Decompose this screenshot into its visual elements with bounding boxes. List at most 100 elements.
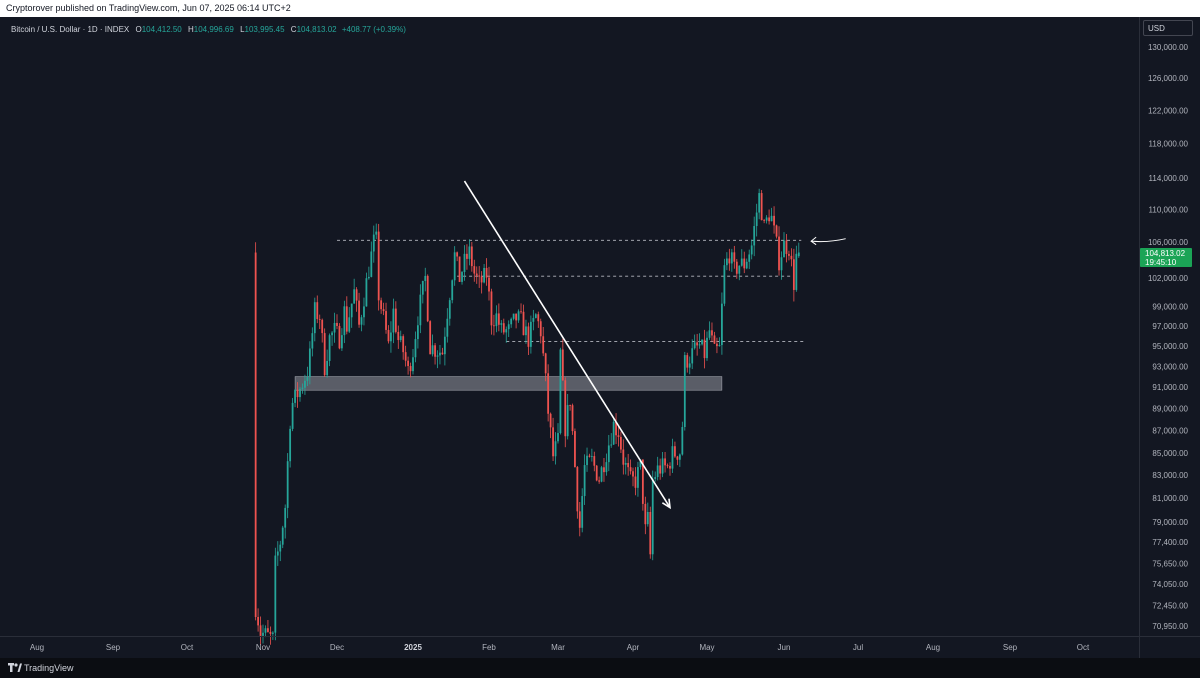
- candle-body: [659, 465, 662, 474]
- candle-body: [590, 456, 593, 457]
- candle-body: [417, 325, 419, 340]
- candle-body: [262, 632, 264, 636]
- candle-body: [547, 373, 550, 414]
- candle-body: [512, 313, 515, 319]
- candle-body: [505, 329, 508, 333]
- time-tick-label: Dec: [330, 643, 344, 652]
- candle-body: [713, 335, 716, 344]
- price-tick-label: 75,650.00: [1152, 560, 1188, 569]
- candle-body: [748, 254, 751, 262]
- candle-body: [549, 413, 552, 428]
- candle-body: [485, 267, 488, 278]
- candle-body: [617, 435, 620, 437]
- candle-body: [683, 355, 686, 428]
- candle-body: [569, 405, 571, 406]
- candle-body: [520, 311, 522, 313]
- candle-body: [588, 455, 591, 457]
- candle-body: [451, 280, 454, 301]
- candle-body: [542, 336, 545, 354]
- candle-body: [637, 467, 639, 488]
- candle-body: [348, 317, 351, 332]
- candle-body: [257, 616, 259, 626]
- pointer-arrow: [811, 238, 846, 243]
- candle-body: [493, 325, 495, 327]
- candle-body: [267, 628, 269, 632]
- candle-body: [497, 313, 500, 325]
- candle-body: [537, 314, 540, 322]
- candle-body: [708, 330, 711, 338]
- candle-body: [286, 461, 289, 508]
- price-tick-label: 72,450.00: [1152, 601, 1188, 610]
- candle-body: [525, 326, 527, 336]
- candle-body: [328, 335, 331, 361]
- candle-body: [544, 353, 547, 374]
- candle-body: [316, 302, 319, 320]
- candle-body: [311, 333, 314, 349]
- candle-body: [377, 231, 380, 301]
- candle-body: [795, 253, 798, 290]
- candle-body: [666, 465, 669, 467]
- candle-body: [365, 278, 368, 307]
- candle-body: [603, 467, 605, 473]
- candle-body: [559, 349, 562, 434]
- candle-body: [313, 302, 316, 334]
- candle-body: [443, 336, 446, 355]
- candle-body: [656, 465, 659, 478]
- high-key: H: [188, 25, 194, 34]
- price-tick-label: 114,000.00: [1149, 174, 1189, 183]
- candle-body: [264, 628, 267, 633]
- time-tick-label: Apr: [627, 643, 640, 652]
- time-tick-label: Feb: [482, 643, 496, 652]
- candle-body: [624, 462, 627, 465]
- candle-body: [515, 313, 518, 321]
- last-price-value: 104,813.02: [1145, 249, 1186, 258]
- candle-body: [564, 380, 567, 437]
- candle-body: [622, 449, 625, 465]
- candle-body: [532, 317, 535, 322]
- candle-body: [718, 344, 721, 347]
- tradingview-logo-icon: [8, 663, 22, 672]
- symbol-label[interactable]: Bitcoin / U.S. Dollar · 1D · INDEX: [11, 25, 130, 34]
- candle-body: [763, 220, 766, 221]
- chart-pane[interactable]: [0, 17, 1200, 658]
- support-zone-rect: [294, 376, 723, 391]
- candle-body: [583, 465, 586, 497]
- time-tick-label: Mar: [551, 643, 565, 652]
- candle-body: [561, 349, 564, 381]
- candle-body: [641, 459, 644, 504]
- price-tick-label: 93,000.00: [1152, 362, 1188, 371]
- candle-body: [539, 321, 542, 337]
- candle-body: [693, 342, 696, 349]
- price-tick-label: 118,000.00: [1149, 140, 1189, 149]
- candle-body: [429, 321, 432, 355]
- price-tick-label: 110,000.00: [1149, 205, 1189, 214]
- candle-body: [421, 280, 424, 295]
- currency-button[interactable]: USD: [1143, 20, 1193, 36]
- candle-body: [698, 344, 701, 346]
- candle-body: [323, 333, 326, 376]
- candle-body: [676, 456, 679, 460]
- candle-body: [372, 234, 375, 252]
- candle-body: [716, 343, 718, 347]
- candle-body: [254, 252, 257, 617]
- candle-body: [681, 427, 684, 455]
- trendline-group: [463, 180, 846, 510]
- high-value: 104,996.69: [193, 25, 234, 34]
- candle-body: [409, 366, 412, 372]
- candle-body: [595, 465, 598, 481]
- candle-body: [363, 306, 365, 318]
- candle-body: [345, 306, 348, 332]
- candle-body: [502, 323, 505, 333]
- candle-body: [296, 389, 299, 398]
- candle-body: [490, 291, 493, 326]
- candle-body: [436, 355, 439, 357]
- candle-body: [615, 421, 617, 436]
- price-tick-label: 99,000.00: [1152, 303, 1188, 312]
- candle-body: [669, 465, 671, 469]
- candle-body: [610, 444, 613, 446]
- candle-body: [671, 446, 674, 469]
- time-tick-label: 2025: [404, 643, 422, 652]
- candle-body: [755, 212, 758, 227]
- price-tick-label: 83,000.00: [1152, 471, 1188, 480]
